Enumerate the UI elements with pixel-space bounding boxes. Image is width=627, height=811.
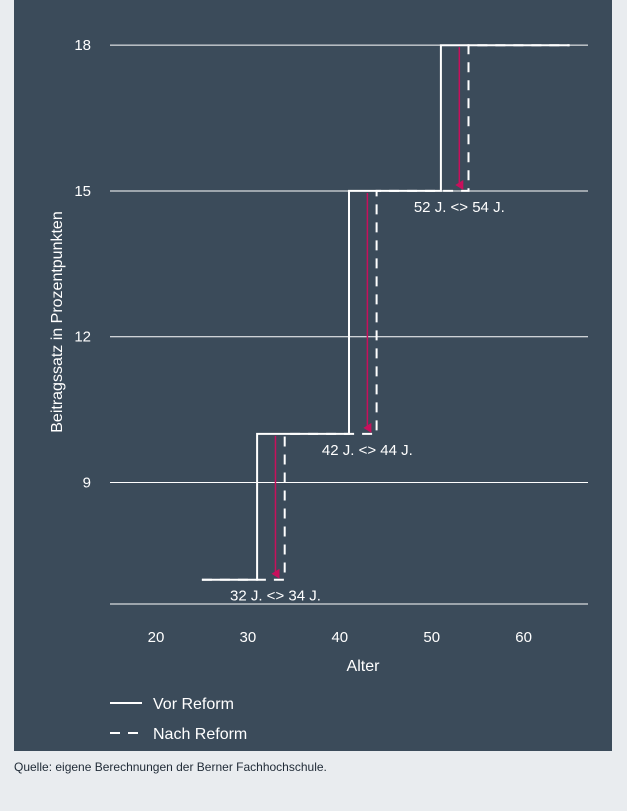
- arrow-label-1: 32 J. <> 34 J.: [230, 588, 321, 605]
- y-tick-label: 18: [74, 37, 91, 54]
- legend-label-nach-reform: Nach Reform: [153, 726, 247, 743]
- arrow-label-3: 52 J. <> 54 J.: [414, 199, 505, 216]
- x-tick-label: 60: [515, 629, 532, 646]
- x-axis-title: Alter: [347, 658, 381, 675]
- arrow-group: [271, 47, 464, 579]
- y-tick-label: 15: [74, 183, 91, 200]
- x-tick-label: 20: [148, 629, 165, 646]
- annotations: 32 J. <> 34 J. 42 J. <> 44 J. 52 J. <> 54 …: [230, 199, 505, 605]
- y-tick-label: 12: [74, 329, 91, 346]
- x-tick-label: 40: [331, 629, 348, 646]
- series-line-nach-reform: [201, 44, 570, 581]
- x-tick-label: 50: [423, 629, 440, 646]
- legend: Vor Reform Nach Reform: [110, 696, 247, 743]
- step-chart: 9 12 15 18 20 30 40 50 60 32 J. <> 34 J. 42 J. <>…: [49, 37, 588, 743]
- y-axis-title: Beitragssatz in Prozentpunkten: [49, 211, 66, 432]
- series-group: [201, 44, 570, 581]
- x-tick-label: 30: [240, 629, 257, 646]
- arrow-label-2: 42 J. <> 44 J.: [322, 442, 413, 459]
- legend-label-vor-reform: Vor Reform: [153, 696, 234, 713]
- tick-labels: 9 12 15 18 20 30 40 50 60: [74, 37, 532, 646]
- series-line-vor-reform: [201, 44, 570, 581]
- source-note: Quelle: eigene Berechnungen der Berner F…: [14, 760, 327, 774]
- y-tick-label: 9: [83, 475, 91, 492]
- chart-panel: 9 12 15 18 20 30 40 50 60 32 J. <> 34 J. 42 J. <>…: [14, 0, 612, 751]
